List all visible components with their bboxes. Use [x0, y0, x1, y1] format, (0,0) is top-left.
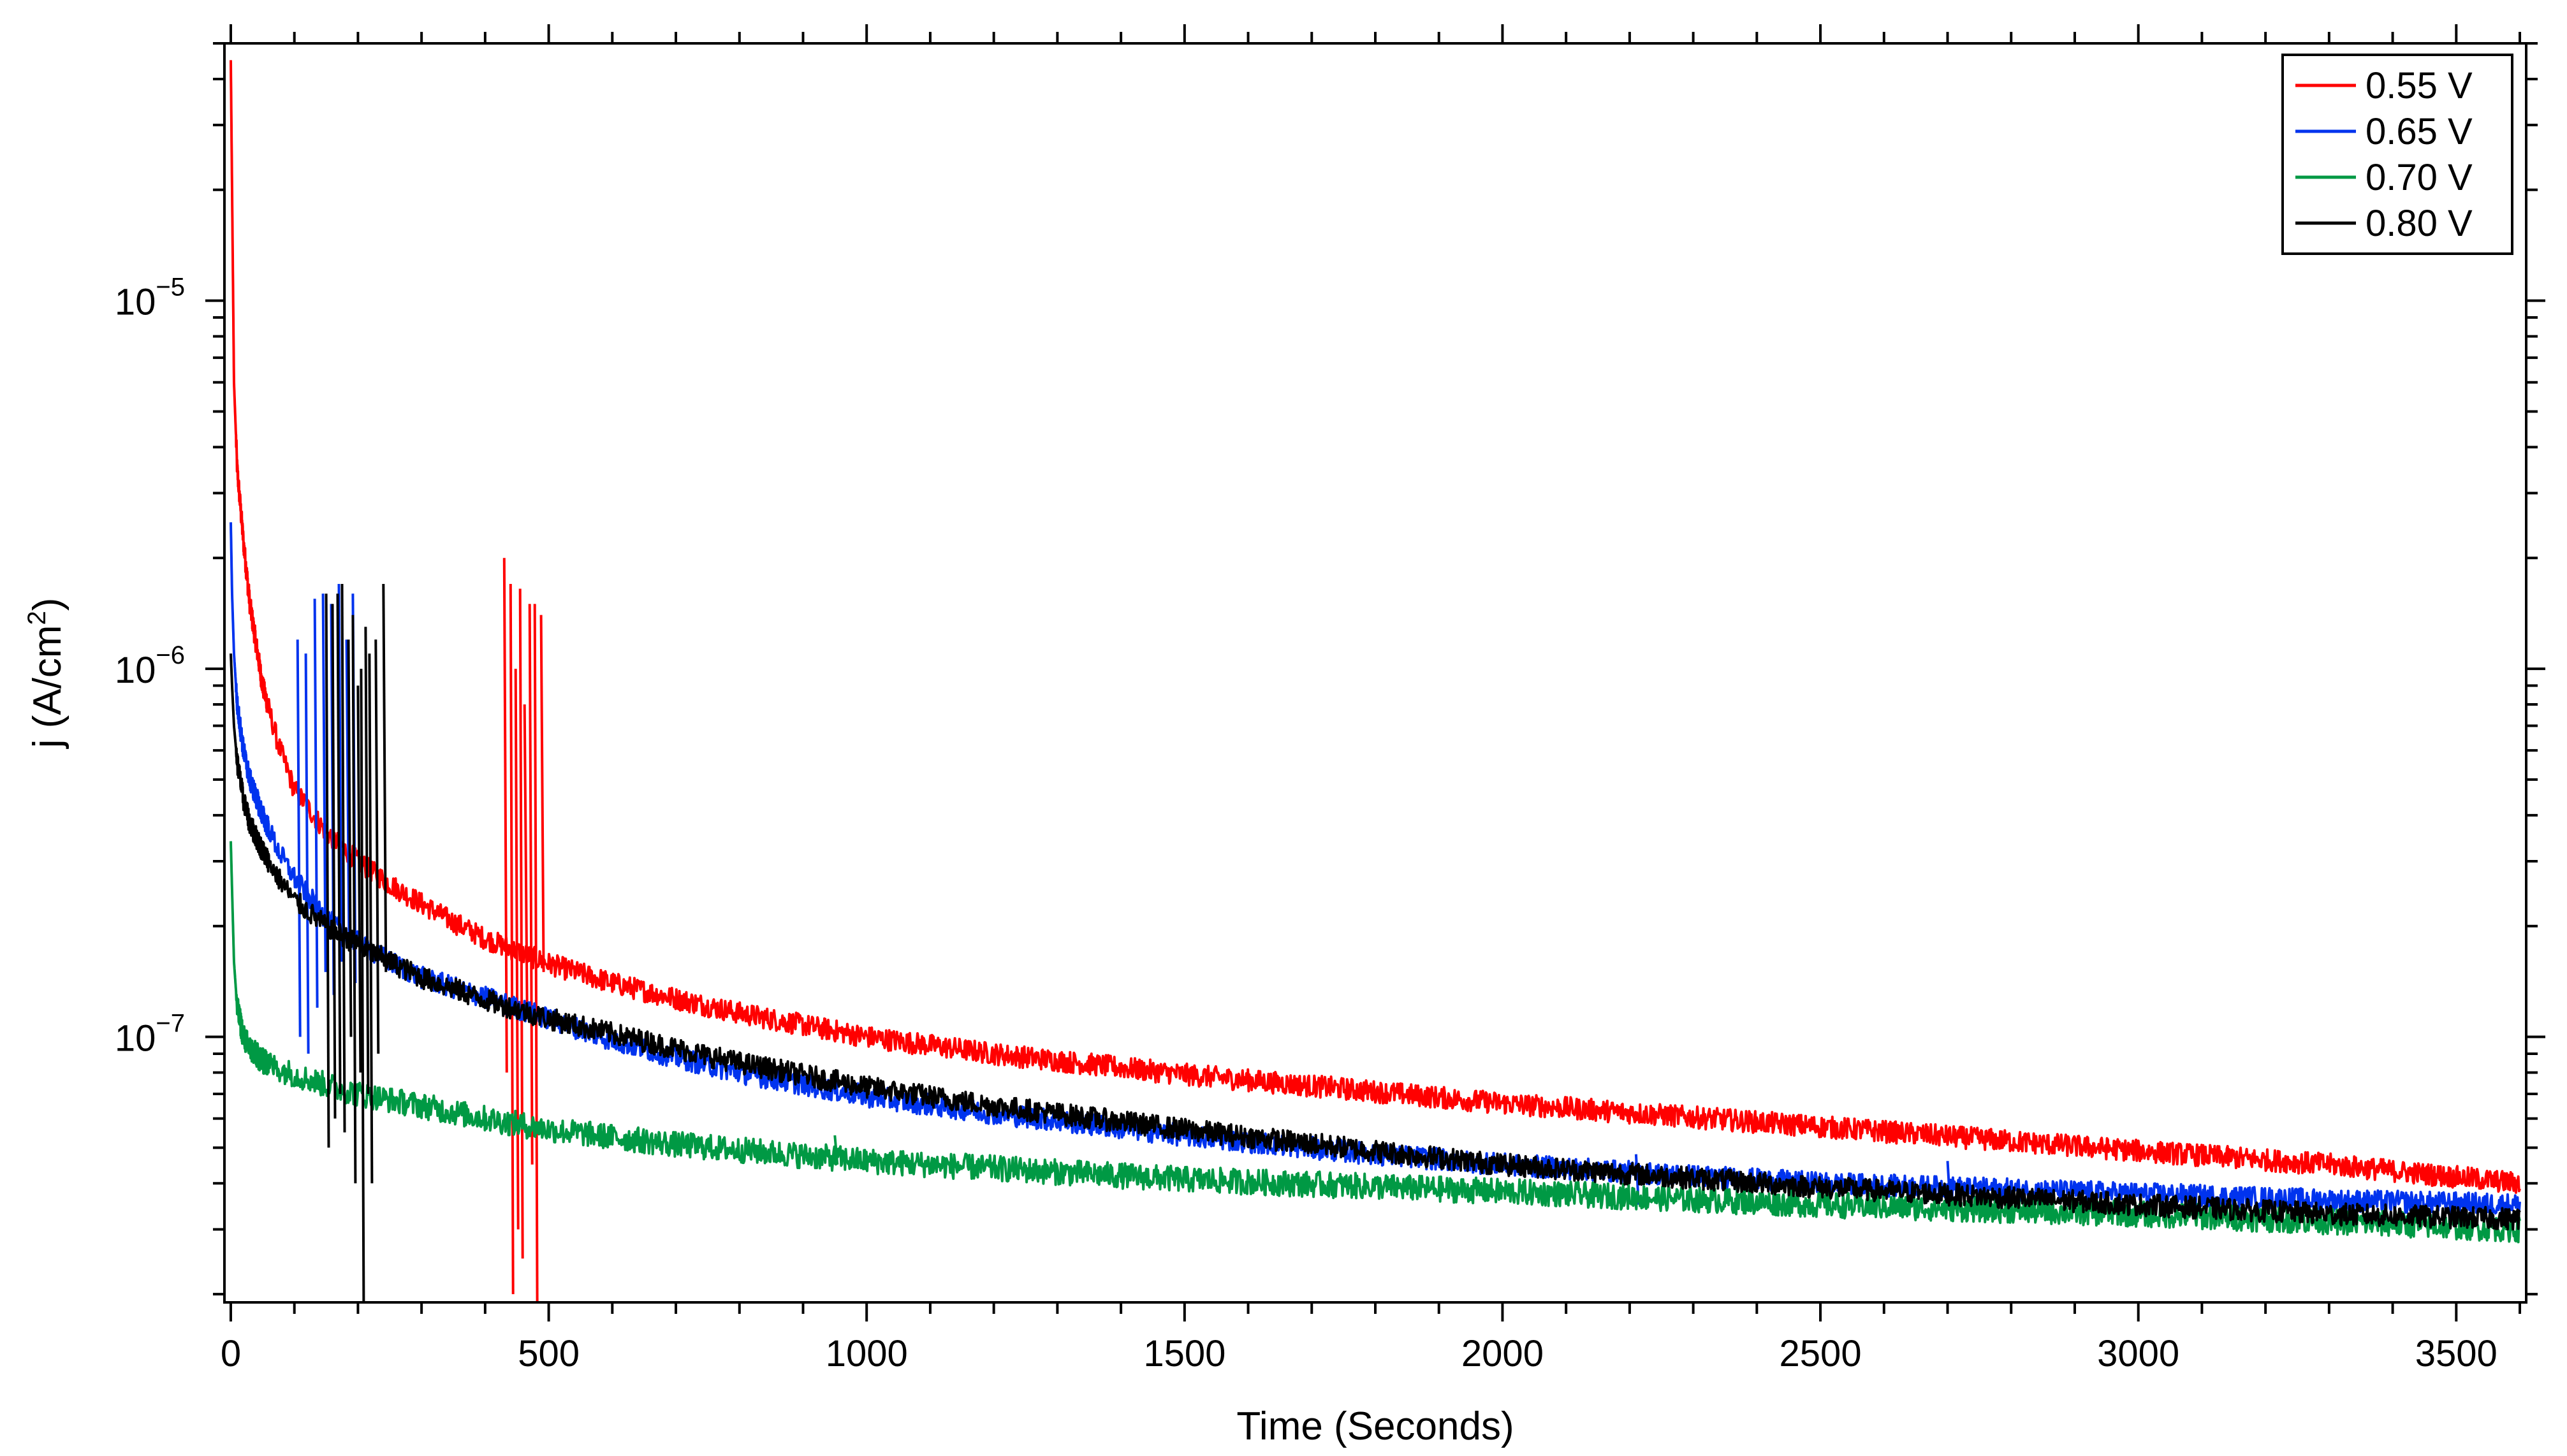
series-spike	[340, 583, 346, 1133]
series-spike	[528, 604, 534, 1165]
series-spike	[539, 615, 545, 972]
y-tick-label-base: 10	[115, 282, 156, 323]
series-spike	[518, 588, 524, 1259]
series-0-70V	[230, 841, 2521, 1244]
series-line	[230, 841, 2521, 1244]
series-layer	[230, 60, 2521, 1303]
series-spike	[509, 583, 515, 1295]
legend-label: 0.65 V	[2366, 111, 2473, 152]
x-tick-label: 2000	[1461, 1333, 1544, 1374]
legend-label: 0.80 V	[2366, 203, 2473, 244]
y-tick-label: 10−5	[115, 273, 185, 323]
legend-label: 0.70 V	[2366, 157, 2473, 198]
x-tick-label: 2500	[1780, 1333, 1862, 1374]
y-tick-label-exponent: −7	[156, 1010, 185, 1038]
y-axis-title: j (A/cm2)	[23, 598, 69, 750]
y-tick-label: 10−6	[115, 641, 185, 691]
series-spike	[356, 685, 362, 1073]
series-spike	[325, 593, 330, 1148]
series-spike	[345, 639, 351, 943]
y-axis-title-tail: )	[26, 598, 69, 611]
series-spike	[360, 669, 365, 1303]
legend-box	[2281, 54, 2513, 255]
legend-label: 0.55 V	[2366, 65, 2473, 106]
series-spike	[347, 639, 353, 1037]
series-spike	[833, 1135, 839, 1165]
series-spike	[368, 653, 374, 1184]
x-tick-label: 3500	[2415, 1333, 2498, 1374]
y-tick-label-base: 10	[115, 650, 156, 691]
x-tick-label: 1000	[826, 1333, 908, 1374]
legend-item: 0.80 V	[2295, 203, 2473, 244]
labels-layer: Time (Seconds) j (A/cm2)	[23, 598, 1514, 1448]
series-spike	[331, 604, 337, 1119]
series-spike	[374, 639, 380, 1054]
series-spike	[523, 704, 529, 1008]
series-line	[230, 522, 2521, 1217]
legend-item: 0.65 V	[2295, 111, 2473, 152]
y-tick-label-exponent: −5	[156, 273, 185, 302]
series-spike	[296, 639, 302, 1037]
series-spike	[382, 583, 388, 972]
series-line	[230, 653, 2521, 1231]
series-line	[230, 60, 2521, 1194]
y-tick-label-exponent: −6	[156, 641, 185, 669]
legend-item: 0.55 V	[2295, 65, 2473, 106]
y-tick-label-base: 10	[115, 1018, 156, 1059]
y-axis-title-base: j (A/cm	[26, 625, 69, 750]
series-spike	[337, 583, 343, 962]
legend-item: 0.70 V	[2295, 157, 2473, 198]
y-axis-title-exponent: 2	[23, 611, 51, 625]
series-spike	[364, 627, 370, 1095]
series-spike	[304, 653, 310, 1054]
series-spike	[514, 669, 520, 1230]
series-spike	[533, 604, 539, 1303]
x-tick-label: 1500	[1143, 1333, 1225, 1374]
legend: 0.55 V 0.65 V 0.70 V 0.80 V	[2281, 54, 2513, 255]
series-0-55V	[230, 60, 2521, 1303]
x-tick-label: 0	[221, 1333, 241, 1374]
plot-frame	[223, 42, 2527, 1304]
series-spike	[321, 593, 327, 972]
x-tick-label: 500	[518, 1333, 580, 1374]
series-0-65V	[230, 522, 2521, 1217]
series-0-80V	[230, 583, 2521, 1303]
x-axis-title: Time (Seconds)	[1236, 1404, 1514, 1448]
series-spike	[336, 593, 342, 1095]
series-spike	[502, 558, 508, 1073]
series-spike	[313, 599, 319, 1008]
y-tick-label: 10−7	[115, 1010, 185, 1059]
series-spike	[351, 615, 357, 1184]
x-tick-label: 3000	[2097, 1333, 2179, 1374]
